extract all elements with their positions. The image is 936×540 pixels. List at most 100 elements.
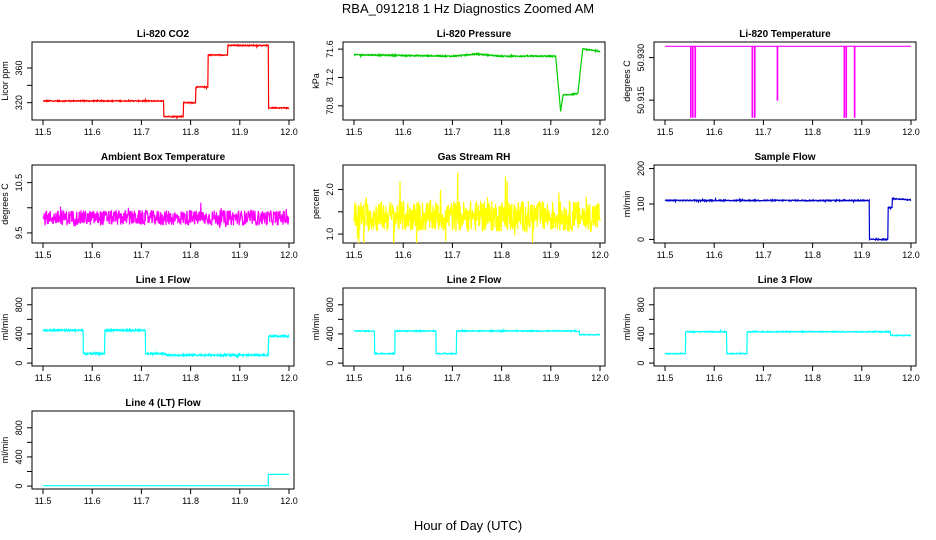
x-tick-label: 12.0 [902, 250, 920, 260]
figure-x-axis-label: Hour of Day (UTC) [413, 518, 523, 533]
y-tick-label: 71.2 [325, 69, 335, 87]
panel-title: Li-820 Pressure [437, 29, 512, 40]
y-tick-label: 800 [325, 297, 335, 312]
x-tick-label: 11.5 [35, 496, 52, 506]
x-tick-label: 11.9 [231, 496, 248, 506]
x-tick-label: 11.8 [182, 496, 199, 506]
panel-7: Line 1 Flow ml/min 11.5 11.6 11.7 11.8 11.9 12.… [0, 275, 298, 383]
x-tick-label: 11.5 [35, 373, 52, 383]
y-tick-label: 0 [325, 361, 335, 366]
x-tick-label: 11.6 [395, 127, 412, 137]
y-tick-label: 100 [636, 196, 646, 211]
x-tick-label: 11.7 [444, 373, 461, 383]
series-line [43, 43, 290, 120]
x-tick-label: 11.8 [804, 250, 821, 260]
panel-title: Line 3 Flow [758, 275, 813, 286]
y-axis-label: ml/min [622, 314, 632, 341]
panel-frame [342, 164, 606, 244]
x-tick-label: 11.5 [657, 127, 674, 137]
y-axis-label: ml/min [622, 191, 632, 218]
panel-8: Line 2 Flow ml/min 11.5 11.6 11.7 11.8 11.9 12.… [311, 275, 609, 383]
panel-title: Sample Flow [754, 152, 815, 163]
panel-title: Li-820 CO2 [137, 29, 190, 40]
y-tick-label: 1.0 [325, 228, 335, 241]
x-tick-label: 11.5 [346, 373, 363, 383]
x-tick-label: 11.9 [853, 373, 870, 383]
x-tick-label: 12.0 [591, 373, 609, 383]
y-axis-label: percent [311, 188, 321, 219]
y-tick-label: 0 [14, 361, 24, 366]
panel-frame [653, 287, 917, 367]
panel-3: Li-820 Temperature degrees C 11.5 11.6 11.7 1… [622, 29, 920, 137]
x-tick-label: 11.5 [346, 250, 363, 260]
y-axis-label: ml/min [0, 314, 10, 341]
x-tick-label: 11.6 [84, 373, 101, 383]
series-line [42, 202, 290, 228]
y-tick-label: 0 [14, 484, 24, 489]
x-tick-label: 11.6 [84, 250, 101, 260]
series-line [665, 45, 911, 118]
x-tick-label: 11.5 [657, 373, 674, 383]
x-tick-label: 11.9 [231, 127, 248, 137]
x-tick-label: 11.9 [542, 127, 559, 137]
x-tick-label: 11.6 [84, 496, 101, 506]
panel-title: Gas Stream RH [438, 152, 511, 163]
panel-5: Gas Stream RH percent 11.5 11.6 11.7 11.8 11.9… [311, 152, 609, 260]
x-tick-label: 11.7 [755, 250, 772, 260]
x-tick-label: 11.8 [804, 127, 821, 137]
x-tick-label: 11.6 [395, 373, 412, 383]
y-tick-label: 800 [14, 297, 24, 312]
series-line [353, 172, 601, 244]
panel-frame [653, 164, 917, 244]
panel-frame [31, 410, 295, 490]
y-tick-label: 360 [14, 60, 24, 75]
y-tick-label: 2.0 [325, 183, 335, 196]
x-tick-label: 11.8 [493, 250, 510, 260]
x-tick-label: 11.8 [182, 127, 199, 137]
panel-title: Ambient Box Temperature [101, 152, 226, 163]
y-tick-label: 70.8 [325, 97, 335, 115]
x-tick-label: 12.0 [902, 127, 920, 137]
y-tick-label: 0 [636, 237, 646, 242]
x-tick-label: 11.6 [706, 127, 723, 137]
y-tick-label: 50.915 [636, 86, 646, 114]
x-tick-label: 11.6 [395, 250, 412, 260]
y-tick-label: 71.6 [325, 40, 335, 58]
panel-2: Li-820 Pressure kPa 11.5 11.6 11.7 11.8 11.9 12… [311, 29, 609, 137]
y-axis-label: ml/min [311, 314, 321, 341]
y-tick-label: 200 [636, 161, 646, 176]
panel-title: Line 1 Flow [136, 275, 191, 286]
x-tick-label: 11.9 [231, 373, 248, 383]
x-tick-label: 11.8 [493, 373, 510, 383]
panel-frame [653, 41, 917, 121]
x-tick-label: 11.6 [706, 373, 723, 383]
panel-frame [342, 287, 606, 367]
panel-9: Line 3 Flow ml/min 11.5 11.6 11.7 11.8 11.9 12.… [622, 275, 920, 383]
x-tick-label: 11.9 [542, 250, 559, 260]
y-tick-label: 320 [14, 95, 24, 110]
x-tick-label: 11.7 [444, 250, 461, 260]
panel-6: Sample Flow ml/min 11.5 11.6 11.7 11.8 11.9 12.… [622, 152, 920, 260]
x-tick-label: 12.0 [902, 373, 920, 383]
x-tick-label: 11.8 [182, 373, 199, 383]
panel-frame [342, 41, 606, 121]
x-tick-label: 11.7 [133, 250, 150, 260]
y-tick-label: 400 [14, 326, 24, 341]
y-tick-label: 400 [325, 326, 335, 341]
x-tick-label: 12.0 [280, 127, 298, 137]
panel-10: Line 4 (LT) Flow ml/min 11.5 11.6 11.7 11.8 11… [0, 398, 298, 506]
x-tick-label: 11.9 [853, 250, 870, 260]
panel-frame [31, 287, 295, 367]
x-tick-label: 11.7 [444, 127, 461, 137]
x-tick-label: 11.6 [706, 250, 723, 260]
y-tick-label: 50.930 [636, 44, 646, 72]
x-tick-label: 11.7 [755, 127, 772, 137]
x-tick-label: 11.5 [657, 250, 674, 260]
x-tick-label: 11.5 [35, 127, 52, 137]
y-axis-label: degrees C [622, 60, 632, 102]
x-tick-label: 11.5 [346, 127, 363, 137]
x-tick-label: 12.0 [591, 250, 609, 260]
panel-frame [31, 164, 295, 244]
x-tick-label: 11.7 [133, 496, 150, 506]
